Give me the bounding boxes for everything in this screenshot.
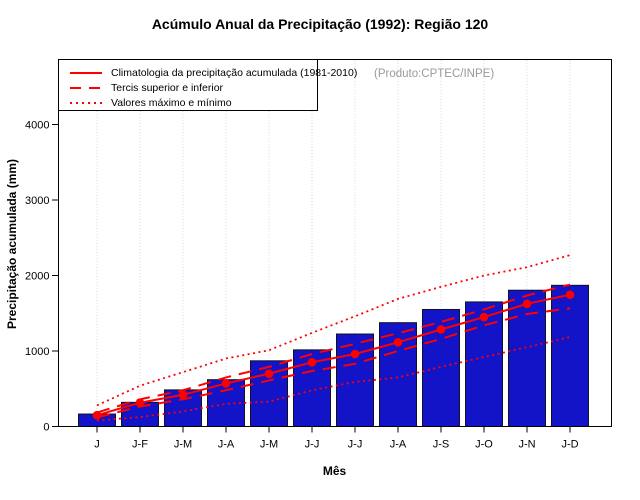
x-tick-label: J-J <box>348 439 363 451</box>
bar-J-J <box>336 333 374 428</box>
legend: Climatologia da precipitação acumulada (… <box>58 59 357 111</box>
bar-J-S <box>422 308 460 428</box>
marker-climatologia <box>393 338 403 347</box>
marker-climatologia <box>135 398 145 408</box>
line-tercil-inferior <box>96 307 571 419</box>
y-tick-label: 4000 <box>25 120 49 132</box>
bar-J-D <box>551 284 589 427</box>
x-tick-label: J-M <box>174 439 192 451</box>
line-climatologia <box>96 293 571 417</box>
y-axis-label: Precipitação acumulada (mm) <box>5 158 19 330</box>
marker-climatologia <box>178 390 188 400</box>
x-tick-label: J-M <box>260 439 278 451</box>
legend-label: Climatologia da precipitação acumulada (… <box>111 66 358 79</box>
x-tick-label: J-A <box>218 439 235 451</box>
chart-title: Acúmulo Anual da Precipitação (1992): Re… <box>151 16 489 32</box>
dashed-line-icon <box>70 86 102 89</box>
plot-frame <box>58 59 612 427</box>
watermark-text: (Produto:CPTEC/INPE) <box>374 68 495 80</box>
marker-climatologia <box>565 290 575 300</box>
bar-J-N <box>508 289 546 427</box>
solid-line-icon <box>70 71 102 74</box>
x-tick-label: J-S <box>433 439 450 451</box>
y-tick-label: 0 <box>43 422 49 434</box>
y-tick-label: 3000 <box>25 195 49 207</box>
marker-climatologia <box>522 299 532 309</box>
x-tick-label: J-O <box>475 439 493 451</box>
marker-climatologia <box>350 349 360 359</box>
x-tick-label: J-J <box>305 439 320 451</box>
x-tick-label: J-A <box>390 439 407 451</box>
marker-climatologia <box>436 325 446 334</box>
x-tick-label: J-D <box>561 439 578 451</box>
y-tick-label: 2000 <box>25 271 49 283</box>
x-tick-label: J-F <box>132 439 148 451</box>
legend-item-climatology: Climatologia da precipitação acumulada (… <box>69 65 357 80</box>
dotted-line-icon <box>70 101 102 104</box>
marker-climatologia <box>221 379 231 388</box>
marker-climatologia <box>479 312 489 322</box>
x-tick-label: J-N <box>518 439 535 451</box>
y-tick-label: 1000 <box>25 346 49 358</box>
marker-climatologia <box>264 369 274 378</box>
x-axis-label: Mês <box>322 464 347 478</box>
legend-label: Tercis superior e inferior <box>111 81 224 94</box>
legend-item-tercis: Tercis superior e inferior <box>69 80 317 95</box>
legend-item-maxmin: Valores máximo e mínimo <box>69 95 317 110</box>
legend-label: Valores máximo e mínimo <box>111 96 232 109</box>
marker-climatologia <box>92 410 102 420</box>
x-tick-label: J <box>94 439 100 451</box>
line-tercil-superior <box>96 283 571 414</box>
marker-climatologia <box>307 358 317 367</box>
